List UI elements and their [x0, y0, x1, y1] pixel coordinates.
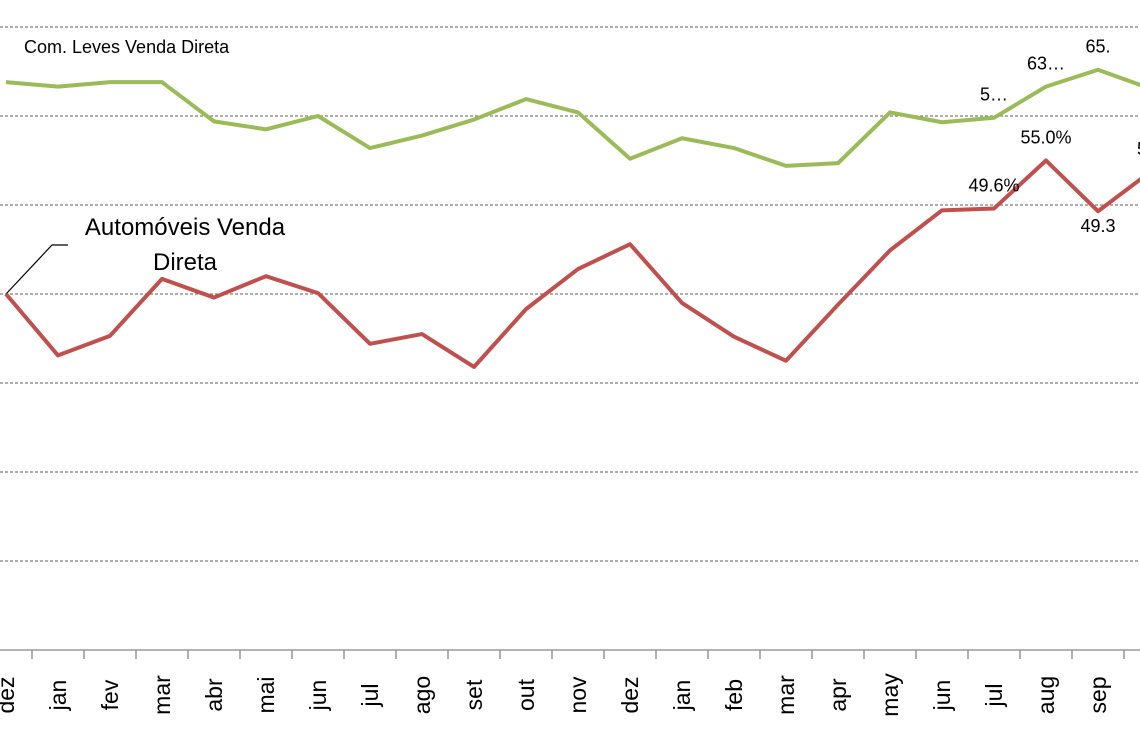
- x-tick-label: ago: [409, 676, 435, 714]
- x-tick-label: mar: [773, 675, 799, 715]
- x-tick-label: jan: [45, 680, 71, 712]
- x-tick-label: sep: [1085, 676, 1111, 713]
- x-tick-label: dez: [617, 676, 643, 713]
- x-tick-label: jun: [929, 680, 955, 712]
- x-tick-label: mar: [149, 675, 175, 715]
- leader-line: [5, 244, 68, 295]
- x-tick-label: aug: [1033, 676, 1059, 714]
- data-label: 49.6%: [968, 175, 1019, 195]
- x-tick-label: mai: [253, 676, 279, 713]
- series-line: [5, 67, 1140, 168]
- x-tick-label: jun: [305, 680, 331, 712]
- data-label: 55.0%: [1020, 127, 1071, 147]
- data-label: 5: [1137, 139, 1140, 159]
- x-tick-label: abr: [201, 678, 227, 712]
- x-tick-label: dez: [0, 676, 19, 713]
- series-label: Automóveis Venda Direta: [84, 214, 286, 276]
- x-tick-label: jul: [981, 683, 1007, 707]
- data-label: 63…: [1027, 53, 1065, 73]
- x-tick-label: fev: [97, 679, 123, 710]
- x-tick-label: out: [513, 678, 539, 711]
- x-tick-label: may: [877, 673, 903, 717]
- data-label: 65.: [1085, 36, 1110, 56]
- series-line: [4, 158, 1140, 369]
- x-tick-label: nov: [565, 676, 591, 714]
- x-tick-label: jan: [669, 680, 695, 712]
- data-label: 5…: [980, 85, 1008, 105]
- x-tick-label: feb: [721, 679, 747, 711]
- series-label: Com. Leves Venda Direta: [24, 37, 230, 57]
- x-tick-label: apr: [825, 678, 851, 712]
- x-tick-label: set: [461, 679, 487, 710]
- x-tick-label: jul: [357, 683, 383, 707]
- data-label: 49.3: [1080, 216, 1115, 236]
